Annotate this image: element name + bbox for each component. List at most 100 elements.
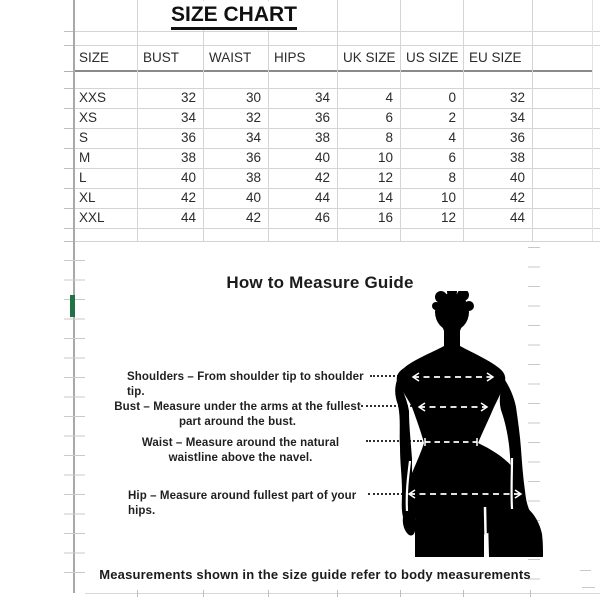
gridline — [73, 108, 600, 109]
gridline — [592, 0, 593, 241]
cell-value[interactable]: 36 — [180, 130, 196, 145]
cell-value[interactable]: 38 — [314, 130, 330, 145]
cell-value[interactable]: 6 — [448, 150, 456, 165]
guide-heading: How to Measure Guide — [226, 273, 414, 292]
cell-value[interactable]: 8 — [448, 170, 456, 185]
gridline — [73, 88, 600, 89]
cell-value[interactable]: 42 — [314, 170, 330, 185]
cell-value[interactable]: 42 — [180, 190, 196, 205]
gridline — [73, 128, 600, 129]
cell-value[interactable]: 12 — [440, 210, 456, 225]
column-tick — [400, 590, 401, 597]
gridline — [268, 0, 269, 241]
column-tick — [337, 590, 338, 597]
cell-size[interactable]: L — [79, 170, 87, 185]
cell-size[interactable]: XXL — [79, 210, 105, 225]
cell-size[interactable]: S — [79, 130, 89, 145]
cell-value[interactable]: 34 — [180, 110, 196, 125]
cell-value[interactable]: 42 — [245, 210, 261, 225]
cell-value[interactable]: 10 — [440, 190, 456, 205]
cell-value[interactable]: 36 — [509, 130, 525, 145]
cell-value[interactable]: 4 — [448, 130, 456, 145]
cell-value[interactable]: 14 — [377, 190, 393, 205]
cell-value[interactable]: 0 — [448, 90, 456, 105]
column-header-uk-size[interactable]: UK SIZE — [343, 50, 396, 65]
cell-value[interactable]: 42 — [509, 190, 525, 205]
hip-label: Hip – Measure around fullest part of you… — [128, 490, 357, 517]
cell-value[interactable]: 44 — [509, 210, 525, 225]
cell-size[interactable]: XL — [79, 190, 96, 205]
woman-back-silhouette — [395, 291, 543, 558]
cell-value[interactable]: 10 — [377, 150, 393, 165]
cell-value[interactable]: 38 — [509, 150, 525, 165]
gridline — [203, 0, 204, 241]
cell-value[interactable]: 16 — [377, 210, 393, 225]
cell-size[interactable]: XS — [79, 110, 98, 125]
cell-value[interactable]: 46 — [314, 210, 330, 225]
gridline — [73, 168, 600, 169]
column-tick — [463, 590, 464, 597]
cell-value[interactable]: 36 — [245, 150, 261, 165]
cell-value[interactable]: 36 — [314, 110, 330, 125]
cell-value[interactable]: 44 — [314, 190, 330, 205]
cell-value[interactable]: 40 — [180, 170, 196, 185]
column-tick — [137, 590, 138, 597]
leg-gap — [483, 506, 488, 558]
gridline — [463, 0, 464, 241]
bust-leader-line — [361, 405, 416, 407]
left-arm — [395, 380, 416, 536]
column-header-size[interactable]: SIZE — [79, 50, 110, 65]
column-header-us-size[interactable]: US SIZE — [406, 50, 459, 65]
cell-value[interactable]: 34 — [509, 110, 525, 125]
cell-value[interactable]: 2 — [448, 110, 456, 125]
torso — [396, 346, 526, 541]
cell-value[interactable]: 12 — [377, 170, 393, 185]
waist-leader-line — [366, 440, 422, 442]
row-ticks — [64, 88, 73, 229]
cell-value[interactable]: 8 — [385, 130, 393, 145]
gridline — [400, 0, 401, 241]
cell-value[interactable]: 44 — [180, 210, 196, 225]
cell-value[interactable]: 40 — [314, 150, 330, 165]
column-header-bust[interactable]: BUST — [143, 50, 180, 65]
cell-value[interactable]: 6 — [385, 110, 393, 125]
column-tick — [530, 590, 531, 597]
gridline — [73, 228, 600, 229]
row-ticks — [64, 260, 85, 590]
gridline — [73, 148, 600, 149]
cell-value[interactable]: 38 — [245, 170, 261, 185]
column-header-hips[interactable]: HIPS — [274, 50, 306, 65]
cell-value[interactable]: 34 — [245, 130, 261, 145]
cell-value[interactable]: 30 — [245, 90, 261, 105]
hip-leader-line — [368, 493, 407, 495]
title-cell-bg — [177, 1, 291, 30]
gridline — [337, 0, 338, 241]
shoulders-leader-line — [370, 375, 411, 377]
measurement-lines — [407, 372, 523, 499]
row-tick — [580, 570, 591, 571]
cell-value[interactable]: 32 — [245, 110, 261, 125]
row-tick — [582, 587, 595, 588]
cell-value[interactable]: 40 — [245, 190, 261, 205]
column-header-eu-size[interactable]: EU SIZE — [469, 50, 522, 65]
gridline — [73, 45, 600, 46]
cell-size[interactable]: XXS — [79, 90, 107, 105]
cell-value[interactable]: 32 — [180, 90, 196, 105]
gridline — [137, 0, 138, 241]
cell-size[interactable]: M — [79, 150, 91, 165]
row-tick — [64, 45, 73, 46]
left-leg — [415, 503, 484, 557]
shoulders-label: Shoulders – From shoulder tip to shoulde… — [127, 371, 364, 398]
page-title: SIZE CHART — [134, 3, 334, 30]
row-tick — [64, 31, 73, 32]
cell-value[interactable]: 4 — [385, 90, 393, 105]
cell-value[interactable]: 40 — [509, 170, 525, 185]
gridline — [73, 208, 600, 209]
column-header-waist[interactable]: WAIST — [209, 50, 252, 65]
cell-value[interactable]: 38 — [180, 150, 196, 165]
gridline — [85, 593, 600, 594]
cell-value[interactable]: 34 — [314, 90, 330, 105]
cell-value[interactable]: 32 — [509, 90, 525, 105]
measurements-note: Measurements shown in the size guide ref… — [99, 567, 531, 582]
size-chart-table: SIZE BUST WAIST HIPS UK SIZE US SIZE EU … — [73, 45, 532, 228]
